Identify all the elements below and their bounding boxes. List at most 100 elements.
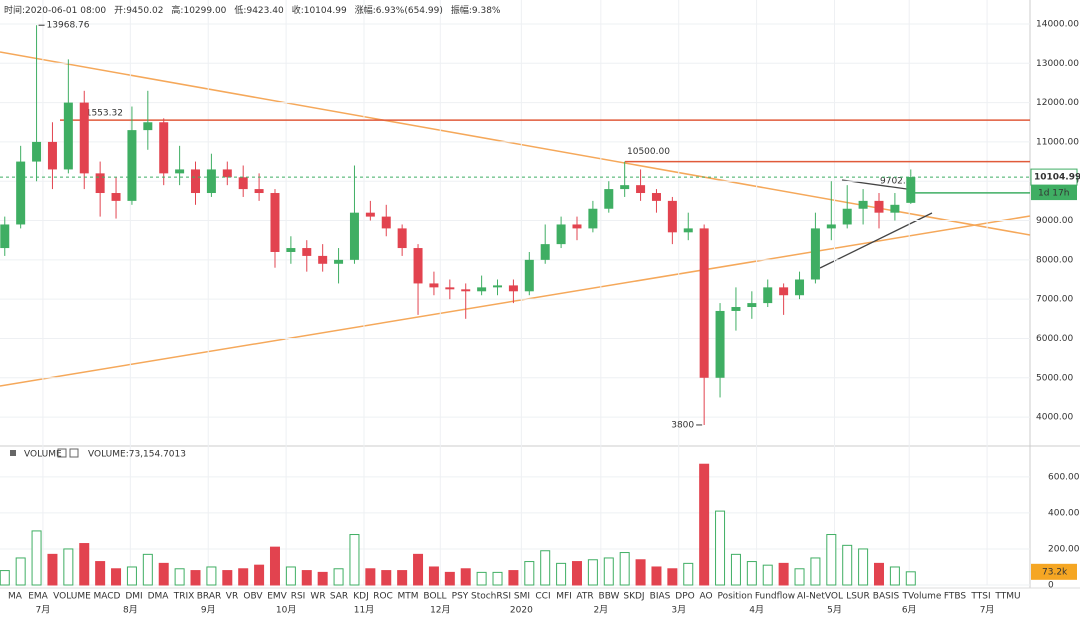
candle-body xyxy=(890,204,900,213)
volume-bar xyxy=(397,570,408,586)
volume-tick-label: 0 xyxy=(1048,581,1054,591)
indicator-tab[interactable]: BIAS xyxy=(650,592,671,602)
volume-bar xyxy=(715,510,726,586)
indicator-tab[interactable]: CCI xyxy=(535,592,550,602)
indicator-tab[interactable]: DMA xyxy=(148,592,170,602)
indicator-tab[interactable]: PSY xyxy=(452,592,469,602)
indicator-tab[interactable]: StochRSI xyxy=(471,592,511,602)
volume-bar xyxy=(238,568,249,586)
price-level-label: 11553.32 xyxy=(80,109,123,119)
x-tick-label: 8月 xyxy=(123,605,138,616)
indicator-tab[interactable]: VR xyxy=(226,592,238,602)
indicator-tab[interactable]: RSI xyxy=(291,592,306,602)
candle-body xyxy=(636,185,646,194)
legend-button[interactable] xyxy=(57,448,67,458)
indicator-tab[interactable]: WR xyxy=(310,592,325,602)
volume-bar xyxy=(905,571,916,586)
candle-body xyxy=(763,287,773,304)
candle-body xyxy=(334,259,344,264)
indicator-tab[interactable]: Position xyxy=(717,592,752,602)
indicator-tab[interactable]: KDJ xyxy=(353,592,369,602)
candle-body xyxy=(429,283,439,288)
volume-bar xyxy=(730,553,741,586)
volume-bar xyxy=(142,553,153,586)
indicator-tab[interactable]: AO xyxy=(699,592,712,602)
volume-bar xyxy=(365,568,376,586)
indicator-tab[interactable]: BASIS xyxy=(873,592,900,602)
volume-bar xyxy=(873,562,884,586)
volume-bar xyxy=(635,559,646,586)
indicator-tab[interactable]: DPO xyxy=(675,592,694,602)
indicator-tab[interactable]: OBV xyxy=(243,592,263,602)
indicator-tab[interactable]: TVolume xyxy=(902,592,942,602)
indicator-tab[interactable]: AI-NetVOL xyxy=(797,592,843,602)
volume-bar xyxy=(746,561,757,586)
y-tick-label: 4000.00 xyxy=(1036,413,1073,423)
triangle-line xyxy=(819,212,933,269)
volume-tick-label: 600.00K xyxy=(1048,472,1080,482)
y-tick-label: 9000.00 xyxy=(1036,216,1073,226)
volume-bar xyxy=(651,566,662,586)
candle-body xyxy=(620,185,630,190)
indicator-tab[interactable]: TTMU xyxy=(994,592,1020,602)
candle-body xyxy=(95,173,105,194)
legend-button[interactable] xyxy=(69,448,79,458)
indicator-tab[interactable]: DMI xyxy=(125,592,142,602)
info-value: 9.38% xyxy=(471,6,501,16)
indicator-tab[interactable]: EMA xyxy=(28,592,48,602)
indicator-tab[interactable]: LSUR xyxy=(846,592,870,602)
candle-body xyxy=(477,287,487,292)
candle-body xyxy=(175,169,185,174)
annotation: 3800 xyxy=(671,420,694,430)
indicator-tab[interactable]: BOLL xyxy=(423,592,446,602)
candle-body xyxy=(524,259,534,292)
x-tick-label: 12月 xyxy=(430,605,450,616)
indicator-tab[interactable]: Fundflow xyxy=(755,592,795,602)
volume-bar xyxy=(428,566,439,586)
info-label: 收: xyxy=(291,6,304,16)
indicator-tab[interactable]: BBW xyxy=(599,592,620,602)
indicator-tab[interactable]: VOLUME xyxy=(53,592,91,602)
indicator-tab[interactable]: FTBS xyxy=(944,592,967,602)
info-value: 10104.99 xyxy=(303,6,347,16)
indicator-tab[interactable]: BRAR xyxy=(197,592,221,602)
indicator-tab[interactable]: SKDJ xyxy=(623,592,644,602)
indicator-tab[interactable]: MFI xyxy=(556,592,572,602)
indicator-tab[interactable]: ATR xyxy=(576,592,593,602)
indicator-tab[interactable]: ROC xyxy=(373,592,393,602)
indicator-tab[interactable]: SAR xyxy=(330,592,348,602)
indicator-tab[interactable]: TTSI xyxy=(970,592,990,602)
volume-bar xyxy=(413,553,424,586)
volume-bar xyxy=(254,564,265,586)
indicator-tab[interactable]: MA xyxy=(8,592,23,602)
price-badge-text: 10104.99 xyxy=(1034,173,1080,183)
volume-bar xyxy=(174,568,185,586)
indicator-tab[interactable]: MTM xyxy=(397,592,418,602)
candle-body xyxy=(191,169,201,194)
candle-body xyxy=(779,287,789,296)
volume-tick-label: 200.00K xyxy=(1048,544,1080,554)
indicator-tab[interactable]: SMI xyxy=(514,592,530,602)
indicator-tab[interactable]: TRIX xyxy=(173,592,195,602)
info-value: 9450.02 xyxy=(126,6,164,16)
volume-bar xyxy=(206,566,217,586)
y-tick-label: 5000.00 xyxy=(1036,373,1073,383)
info-value: 6.93%(654.99) xyxy=(375,6,443,16)
x-tick-label: 7月 xyxy=(36,605,51,616)
volume-bar xyxy=(619,552,630,586)
info-label: 振幅: xyxy=(450,6,472,16)
info-item: 高:10299.00 xyxy=(171,6,226,16)
countdown-text: 1d 17h xyxy=(1038,189,1069,199)
volume-bar xyxy=(349,534,360,586)
indicator-tab[interactable]: MACD xyxy=(94,592,121,602)
candle-body xyxy=(206,169,216,194)
candle-body xyxy=(826,224,836,229)
volume-bar xyxy=(15,557,26,586)
indicator-tab[interactable]: EMV xyxy=(267,592,287,602)
info-item: 振幅:9.38% xyxy=(451,6,501,16)
candle-body xyxy=(222,169,232,178)
x-tick-label: 7月 xyxy=(980,605,995,616)
